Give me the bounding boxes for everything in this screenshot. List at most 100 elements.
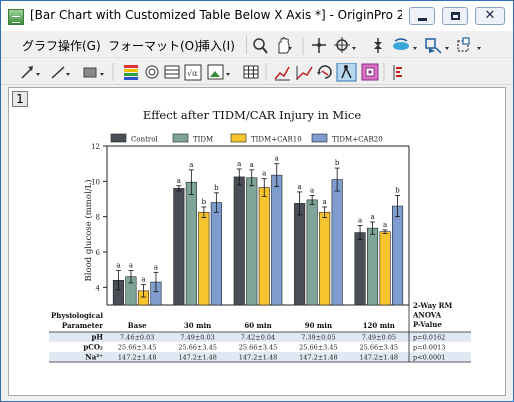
add-graph-icon[interactable] bbox=[425, 38, 442, 54]
pvalue-header: P-Value bbox=[413, 320, 442, 329]
close-icon: ✕ bbox=[484, 8, 496, 23]
significance-label: a bbox=[298, 183, 302, 191]
significance-label: a bbox=[154, 263, 158, 271]
chevron-down-icon[interactable] bbox=[288, 47, 481, 50]
layer-tab[interactable]: 1 bbox=[12, 91, 28, 107]
bar bbox=[233, 176, 245, 306]
table-cell: 25.66±3.45 bbox=[239, 344, 278, 352]
bar-chart-icon[interactable] bbox=[336, 63, 357, 82]
data-reader-icon[interactable] bbox=[312, 38, 326, 53]
x-category-label: 60 min bbox=[244, 321, 271, 330]
bar bbox=[246, 177, 258, 306]
x-category-label: Base bbox=[128, 321, 147, 330]
y-axis-label: Blood glucose (mmol/L) bbox=[83, 179, 94, 281]
y-tick-label: 6 bbox=[96, 249, 101, 257]
x-category-label: 90 min bbox=[305, 321, 332, 330]
region-mask-icon[interactable] bbox=[393, 38, 409, 50]
table-cell: 7.49±0.03 bbox=[180, 334, 214, 342]
table-cell: 7.39±0.05 bbox=[301, 334, 335, 342]
minimize-icon bbox=[418, 18, 427, 21]
significance-label: a bbox=[383, 221, 387, 229]
refresh-icon[interactable] bbox=[317, 65, 332, 79]
maximize-button[interactable] bbox=[442, 7, 468, 25]
image-icon[interactable] bbox=[207, 64, 230, 80]
table-cell: 25.66±3.45 bbox=[178, 344, 217, 352]
legend-swatch bbox=[110, 133, 127, 143]
menu-insert[interactable]: 挿入(I) bbox=[198, 39, 235, 53]
table-cell: 147.2±1.48 bbox=[239, 354, 278, 362]
bar bbox=[331, 179, 343, 306]
toolbar2-icons: √α bbox=[21, 63, 402, 82]
y-tick-label: 8 bbox=[96, 214, 100, 222]
graph-tools-toolbar: √α bbox=[1, 59, 513, 85]
layer-arrange-icon[interactable] bbox=[296, 66, 313, 80]
zoom-icon[interactable] bbox=[253, 38, 268, 54]
maximize-icon bbox=[451, 12, 460, 20]
significance-label: a bbox=[275, 155, 279, 163]
table-cell: 7.49±0.05 bbox=[362, 334, 396, 342]
bar bbox=[258, 187, 270, 306]
bar bbox=[271, 174, 283, 306]
arrow-tool-icon[interactable] bbox=[21, 66, 40, 79]
y-tick-label: 4 bbox=[96, 284, 101, 292]
bar bbox=[366, 227, 379, 306]
table-icon[interactable] bbox=[164, 65, 180, 79]
rectangle-tool-icon[interactable] bbox=[83, 67, 104, 78]
y-tick-label: 12 bbox=[91, 143, 100, 151]
significance-label: a bbox=[237, 160, 241, 168]
menu-graph-operations[interactable]: グラフ操作(G) bbox=[22, 39, 101, 53]
table-row-label: pH bbox=[91, 333, 103, 342]
table-header-label: Parameter bbox=[62, 321, 103, 330]
legend-swatch bbox=[230, 133, 247, 143]
significance-label: b bbox=[335, 159, 340, 167]
x-axis-icon[interactable] bbox=[274, 66, 290, 81]
legend-label: TIDM+CAR10 bbox=[251, 136, 302, 144]
significance-label: a bbox=[370, 213, 374, 221]
svg-text:√α: √α bbox=[187, 69, 198, 78]
legend-icon[interactable] bbox=[393, 65, 402, 80]
table-pvalue: p<0.0001 bbox=[413, 354, 445, 362]
annotation-icon[interactable] bbox=[374, 38, 382, 53]
bar bbox=[306, 199, 318, 306]
chart-title: Effect after TIDM/CAR Injury in Mice bbox=[143, 108, 361, 122]
function-icon[interactable]: √α bbox=[184, 64, 202, 81]
table-pvalue: p=0.0013 bbox=[413, 344, 445, 352]
table-row-shading bbox=[49, 352, 409, 362]
legend-label: TIDM+CAR20 bbox=[332, 136, 383, 144]
significance-label: b bbox=[202, 198, 207, 206]
target-icon[interactable] bbox=[361, 63, 379, 81]
menu-format[interactable]: フォーマット(O) bbox=[108, 39, 199, 53]
hand-pan-icon[interactable] bbox=[278, 37, 290, 54]
significance-label: a bbox=[310, 186, 314, 194]
table-header-label: Physiological bbox=[51, 311, 103, 320]
origin-app-icon[interactable] bbox=[8, 9, 24, 25]
theme-icon[interactable] bbox=[145, 65, 159, 79]
significance-label: a bbox=[177, 177, 181, 185]
pvalue-header: 2-Way RM bbox=[413, 301, 453, 310]
significance-label: a bbox=[189, 161, 193, 169]
x-category-label: 120 min bbox=[363, 321, 395, 330]
significance-label: a bbox=[262, 170, 266, 178]
table-row-shading bbox=[409, 332, 471, 342]
table-cell: 147.2±1.48 bbox=[178, 354, 217, 362]
table-cell: 25.66±3.45 bbox=[118, 344, 157, 352]
graph-window: 1 Effect after TIDM/CAR Injury in Mice Co… bbox=[8, 87, 506, 396]
line-tool-icon[interactable] bbox=[51, 66, 70, 79]
table-cell: 7.42±0.04 bbox=[241, 334, 275, 342]
bar bbox=[185, 181, 197, 306]
legend-swatch bbox=[311, 133, 328, 143]
close-button[interactable]: ✕ bbox=[475, 7, 505, 25]
layer-management-icon[interactable] bbox=[457, 37, 470, 52]
minimize-button[interactable] bbox=[409, 7, 435, 25]
table-cell: 147.2±1.48 bbox=[118, 354, 157, 362]
bar bbox=[210, 202, 222, 306]
grid-table-icon[interactable] bbox=[243, 65, 259, 79]
color-palette-icon[interactable] bbox=[124, 65, 138, 80]
window-title: [Bar Chart with Customized Table Below X… bbox=[30, 8, 402, 22]
legend-label: Control bbox=[131, 136, 158, 144]
x-category-label: 30 min bbox=[184, 321, 211, 330]
screen-reader-icon[interactable] bbox=[334, 37, 350, 53]
significance-label: b bbox=[214, 184, 219, 192]
toolbar1-icons bbox=[253, 37, 481, 55]
